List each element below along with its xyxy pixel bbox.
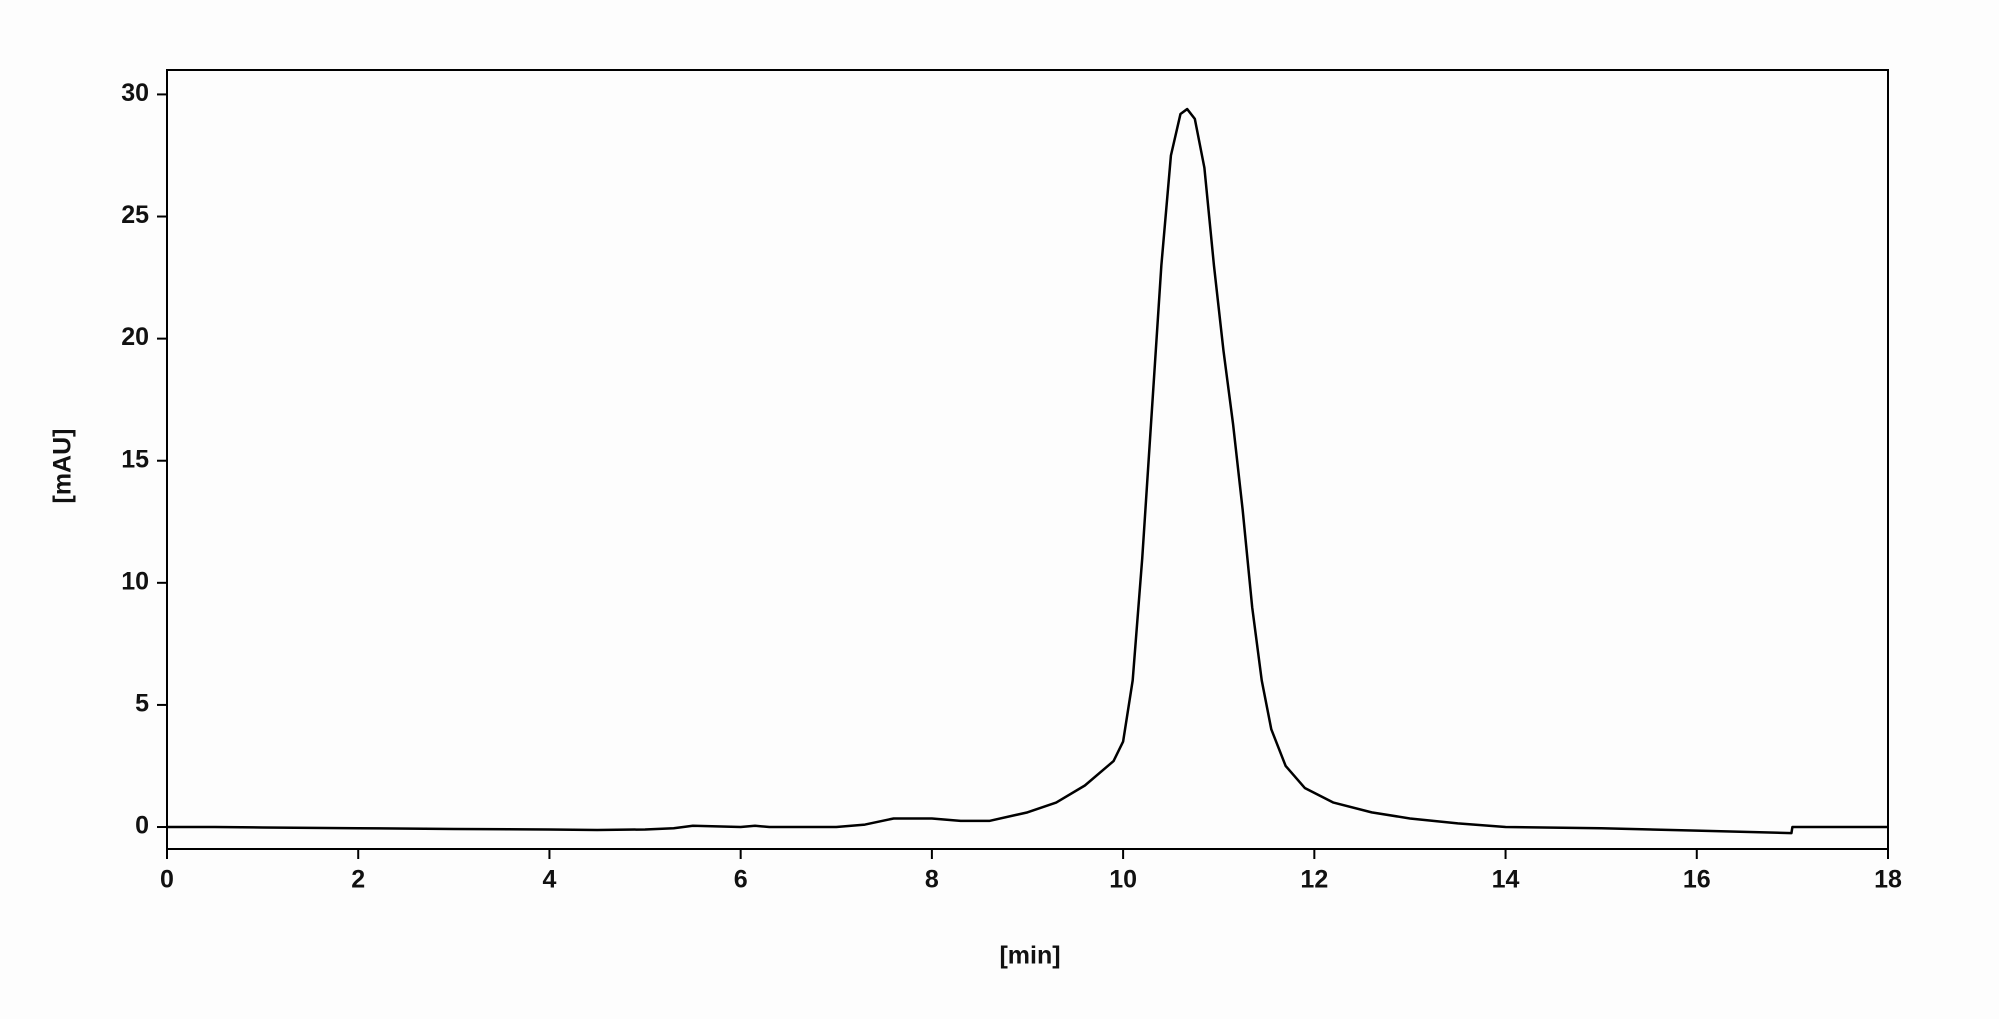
x-tick-label: 8 [925, 866, 939, 894]
x-tick-label: 0 [160, 866, 174, 894]
y-tick-label: 30 [121, 79, 149, 107]
y-tick-label: 5 [135, 690, 149, 718]
x-tick-label: 2 [351, 866, 365, 894]
y-tick-label: 20 [121, 323, 149, 351]
x-tick-label: 16 [1683, 866, 1711, 894]
y-tick-label: 15 [121, 445, 149, 473]
x-tick-label: 18 [1874, 866, 1902, 894]
x-tick-label: 14 [1492, 866, 1520, 894]
x-axis-label: [min] [999, 942, 1060, 970]
y-tick-label: 25 [121, 201, 149, 229]
y-tick-label: 0 [135, 812, 149, 840]
x-tick-label: 6 [734, 866, 748, 894]
x-tick-label: 10 [1109, 866, 1137, 894]
x-tick-label: 4 [542, 866, 556, 894]
y-axis-label: [mAU] [49, 429, 77, 504]
plot-frame [166, 69, 1889, 850]
y-tick-label: 10 [121, 567, 149, 595]
line-series [167, 107, 1888, 835]
x-tick-label: 12 [1300, 866, 1328, 894]
